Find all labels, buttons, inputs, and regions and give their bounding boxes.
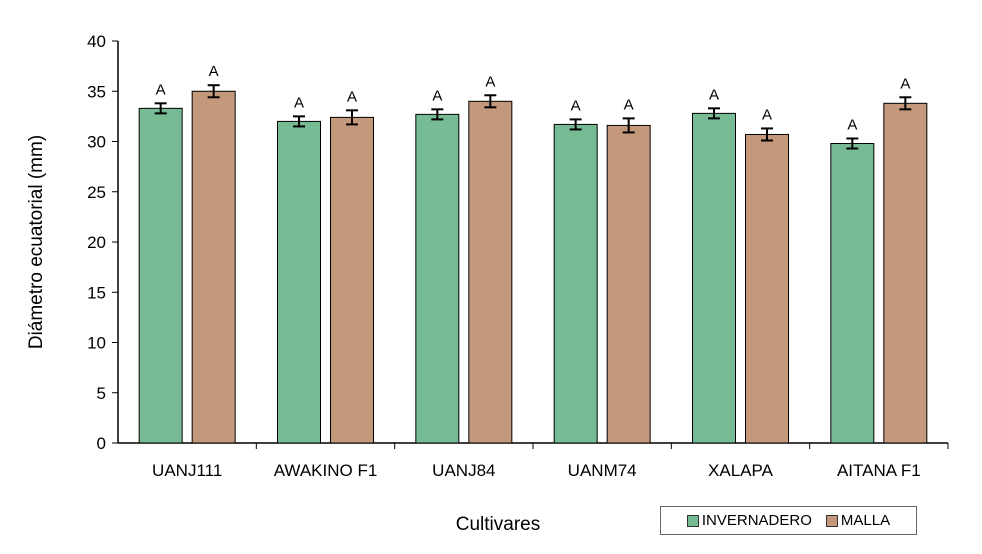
bar-invernadero	[692, 112, 736, 444]
bar-invernadero	[277, 120, 321, 444]
x-tick-label: UANJ84	[432, 461, 495, 480]
y-tick-label: 40	[87, 32, 106, 51]
significance-label: A	[347, 88, 357, 105]
legend-label: MALLA	[840, 512, 891, 529]
significance-label: A	[156, 81, 166, 98]
y-tick-label: 35	[87, 82, 106, 101]
x-axis-label: Cultivares	[456, 514, 540, 535]
bar-invernadero	[415, 113, 460, 444]
x-tick-label: XALAPA	[708, 461, 774, 480]
legend: INVERNADERO MALLA	[660, 506, 917, 535]
bar-malla	[883, 102, 928, 444]
legend-swatch-invernadero	[686, 514, 699, 527]
significance-label: A	[432, 87, 442, 104]
significance-label: A	[294, 94, 304, 111]
bar-malla	[745, 133, 789, 444]
bar-malla	[330, 116, 374, 444]
x-tick-label: AWAKINO F1	[274, 461, 378, 480]
legend-item-invernadero: INVERNADERO	[686, 512, 812, 529]
x-tick-label: UANJ111	[152, 461, 222, 480]
significance-label: A	[485, 73, 495, 90]
y-tick-label: 30	[87, 133, 106, 152]
bar-invernadero	[830, 143, 875, 444]
bar-invernadero	[553, 123, 598, 444]
significance-label: A	[709, 86, 719, 103]
bar-malla	[468, 100, 513, 444]
significance-label: A	[762, 106, 772, 123]
y-tick-label: 0	[97, 434, 106, 453]
x-tick-label: AITANA F1	[837, 461, 921, 480]
legend-label: INVERNADERO	[701, 512, 812, 529]
y-tick-label: 10	[87, 334, 106, 353]
bar-malla	[191, 90, 236, 444]
significance-label: A	[571, 97, 581, 114]
bar-invernadero	[138, 107, 183, 444]
legend-item-malla: MALLA	[825, 512, 891, 529]
significance-label: A	[900, 75, 910, 92]
bar-malla	[606, 124, 651, 444]
significance-label: A	[624, 96, 634, 113]
y-tick-label: 15	[87, 283, 106, 302]
significance-label: A	[847, 116, 857, 133]
y-axis-label: Diámetro ecuatorial (mm)	[26, 135, 47, 349]
x-tick-label: UANM74	[568, 461, 637, 480]
legend-swatch-malla	[825, 514, 838, 527]
y-tick-label: 25	[87, 183, 106, 202]
y-tick-label: 5	[97, 384, 106, 403]
significance-label: A	[209, 63, 219, 80]
y-tick-label: 20	[87, 233, 106, 252]
